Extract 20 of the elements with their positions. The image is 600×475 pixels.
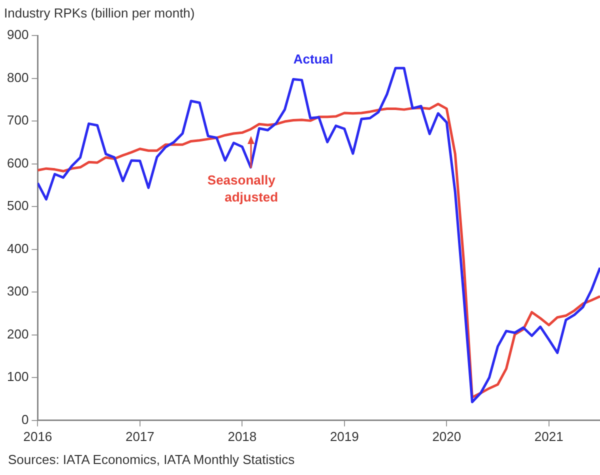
x-tick-label: 2016 bbox=[23, 428, 52, 444]
y-tick-label: 700 bbox=[6, 112, 29, 128]
annotation: Seasonally adjusted bbox=[207, 172, 278, 205]
x-tick-label: 2019 bbox=[330, 428, 359, 444]
chart-title: Industry RPKs (billion per month) bbox=[4, 5, 195, 20]
y-tick-label: 800 bbox=[6, 70, 29, 85]
source-note: Sources: IATA Economics, IATA Monthly Statistics bbox=[8, 452, 295, 467]
y-tick-label: 600 bbox=[6, 155, 29, 170]
y-tick-label: 300 bbox=[6, 284, 29, 299]
x-tick-label: 2017 bbox=[125, 428, 154, 444]
y-tick-label: 200 bbox=[6, 326, 29, 342]
y-tick-label: 900 bbox=[6, 27, 29, 42]
x-tick-label: 2021 bbox=[534, 428, 564, 444]
y-tick-label: 100 bbox=[6, 369, 29, 384]
y-tick-label: 0 bbox=[21, 412, 29, 427]
y-tick-label: 500 bbox=[6, 198, 29, 214]
annotation: Actual bbox=[293, 52, 334, 67]
y-tick-label: 400 bbox=[6, 240, 29, 256]
x-tick-label: 2018 bbox=[228, 428, 257, 444]
x-tick-label: 2020 bbox=[432, 428, 462, 444]
